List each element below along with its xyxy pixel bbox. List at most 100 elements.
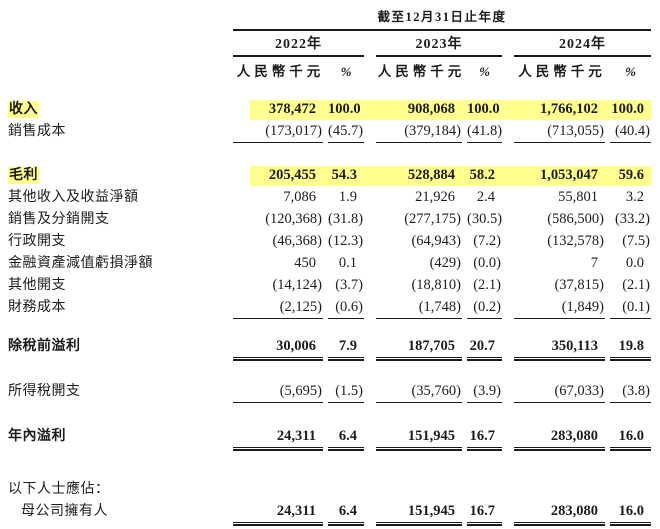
row-label-text: 除稅前溢利 [8, 339, 81, 354]
pct-cell-2022: 6.4 [328, 501, 364, 526]
value-cell-2024: (67,033) [514, 381, 605, 403]
pct-cell-2023: (30.5) [467, 211, 503, 227]
group-gap [364, 209, 376, 231]
group-gap [502, 381, 514, 403]
pct-cell-2022: (45.7) [328, 121, 364, 143]
pct-cell-2023: (3.9) [467, 381, 502, 403]
pct-cell-2024: (3.8) [610, 381, 651, 403]
pct-cell-2023: (41.8) [467, 121, 502, 143]
pct-cell-2024: (7.5) [622, 233, 650, 249]
table-row: 其他收入及收益淨額 7,086 1.9 21,926 2.4 55,801 3.2 [8, 187, 651, 209]
value-cell-2024: 350,113 [514, 336, 605, 361]
pct-cell-2024: (2.1) [622, 277, 650, 293]
row-label-text: 其他收入及收益淨額 [8, 190, 139, 205]
unit-label-2023: 人民幣千元 [377, 64, 466, 79]
row-label: 毛利 [8, 165, 233, 187]
unit-label-2022: 人民幣千元 [236, 64, 325, 79]
table-row: 收入 378,472 100.0 908,068 100.0 1,766,102 100.0 [8, 99, 651, 121]
pct-cell-2024: 19.8 [610, 336, 651, 361]
group-gap [364, 231, 376, 253]
year-label-2022: 2022年 [233, 37, 364, 57]
value-cell-2022: 450 [294, 255, 316, 271]
units-header-row: 人民幣千元 % 人民幣千元 % 人民幣千元 % [8, 63, 651, 80]
pct-cell-2024: 16.0 [610, 501, 651, 526]
pct-cell-2022: 6.4 [328, 426, 364, 451]
value-cell-2022: 24,311 [233, 501, 323, 526]
value-cell-2024: 1,766,102 [540, 101, 598, 117]
row-label-text: 母公司擁有人 [21, 504, 108, 519]
table-row: 年內溢利 24,311 6.4 151,945 16.7 283,080 16.0 [8, 426, 651, 451]
pct-cell-2023: (2.1) [473, 277, 501, 293]
row-label-text: 財務成本 [8, 300, 66, 315]
value-cell-2023: (35,760) [376, 381, 462, 403]
group-gap [502, 336, 514, 358]
row-label: 行政開支 [8, 231, 233, 253]
table-row: 財務成本 (2,125) (0.6) (1,748) (0.2) (1,849) (0.1) [8, 297, 651, 319]
row-label: 所得稅開支 [8, 381, 233, 403]
table-row: 其他開支 (14,124) (3.7) (18,810) (2.1) (37,815) (2… [8, 275, 651, 297]
pct-cell-2023: 16.7 [467, 501, 502, 526]
spacer-row [8, 448, 651, 479]
pct-cell-2024: (33.2) [614, 211, 650, 227]
value-cell-2024: 1,053,047 [540, 167, 598, 183]
value-cell-2022: 30,006 [233, 336, 323, 361]
group-gap [502, 99, 514, 121]
row-label-text: 毛利 [8, 167, 39, 184]
value-cell-2023: 528,884 [407, 167, 455, 183]
value-cell-2024: (1,849) [514, 297, 605, 319]
value-cell-2022: 7,086 [283, 189, 316, 205]
pct-cell-2022: (0.6) [328, 297, 364, 319]
value-cell-2022: 378,472 [268, 101, 316, 117]
value-cell-2022: (46,368) [272, 233, 322, 249]
pct-cell-2024: (40.4) [610, 121, 651, 143]
row-label: 收入 [8, 99, 233, 121]
column-gap [364, 63, 376, 80]
pct-cell-2022: 0.1 [338, 255, 357, 271]
group-gap [364, 187, 376, 209]
table-row: 行政開支 (46,368) (12.3) (64,943) (7.2) (132,578)… [8, 231, 651, 253]
value-cell-2022: (14,124) [272, 277, 322, 293]
row-label-text: 行政開支 [8, 234, 66, 249]
group-gap [364, 165, 376, 187]
pct-cell-2023: (7.2) [473, 233, 501, 249]
value-cell-2022: (173,017) [233, 121, 323, 143]
value-cell-2023: 151,945 [376, 501, 462, 526]
group-gap [364, 426, 376, 448]
spacer-row [8, 319, 651, 336]
pct-cell-2022: 1.9 [338, 189, 357, 205]
value-cell-2023: (18,810) [411, 277, 461, 293]
group-gap [364, 336, 376, 358]
pct-cell-2024: (0.1) [610, 297, 651, 319]
row-label: 金融資產減值虧損淨額 [8, 253, 233, 275]
period-header-row: 截至12月31日止年度 [8, 10, 651, 31]
value-cell-2022: (2,125) [233, 297, 323, 319]
percent-label-2024: % [625, 64, 636, 79]
group-gap [502, 187, 514, 209]
pct-cell-2024: 59.6 [618, 167, 644, 183]
pct-cell-2023: 58.2 [469, 167, 495, 183]
value-cell-2024: 283,080 [514, 501, 605, 526]
value-cell-2024: (586,500) [547, 211, 604, 227]
group-gap [502, 426, 514, 448]
spacer-row [8, 403, 651, 426]
period-header: 截至12月31日止年度 [233, 10, 651, 31]
table-row: 銷售及分銷開支 (120,368) (31.8) (277,175) (30.5) (58… [8, 209, 651, 231]
pct-cell-2022: (12.3) [328, 233, 364, 249]
row-label: 銷售成本 [8, 121, 233, 143]
value-cell-2023: (1,748) [376, 297, 462, 319]
group-gap [502, 501, 514, 523]
value-cell-2023: 187,705 [376, 336, 462, 361]
row-label: 其他開支 [8, 275, 233, 297]
pct-cell-2023 [467, 479, 502, 501]
row-label: 其他收入及收益淨額 [8, 187, 233, 209]
group-gap [502, 253, 514, 275]
table-body: 收入 378,472 100.0 908,068 100.0 1,766,102 100.0… [8, 99, 651, 526]
pct-cell-2024: 16.0 [610, 426, 651, 451]
row-label-text: 年內溢利 [8, 429, 66, 444]
column-gap [364, 37, 376, 57]
column-gap [502, 63, 514, 80]
value-cell-2024 [514, 479, 605, 501]
percent-label-2023: % [479, 64, 490, 79]
pct-cell-2023: 16.7 [467, 426, 502, 451]
pct-cell-2023: 100.0 [467, 101, 500, 117]
